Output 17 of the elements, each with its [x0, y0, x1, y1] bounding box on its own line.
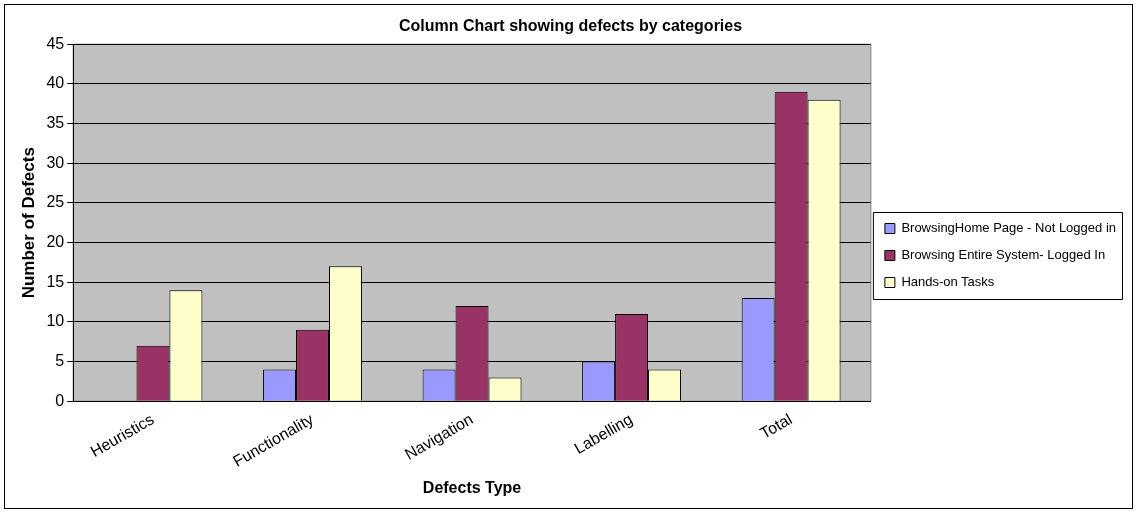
y-tick-label: 15: [46, 272, 65, 290]
legend-label: BrowsingHome Page - Not Logged in: [901, 220, 1116, 236]
y-tick-label: 5: [55, 351, 65, 369]
y-tick-label: 45: [46, 34, 65, 52]
y-tick-label: 25: [46, 193, 65, 211]
x-axis-title: Defects Type: [422, 478, 522, 496]
y-tick-label: 0: [55, 391, 65, 409]
chart-title: Column Chart showing defects by categories: [398, 17, 743, 35]
y-tick-label: 35: [46, 113, 65, 131]
y-axis-title: Number of Defects: [18, 147, 38, 299]
y-tick-label: 40: [46, 74, 65, 92]
y-tick-label: 20: [46, 232, 65, 250]
x-tick-label: Total: [757, 410, 795, 442]
y-tick-label: 30: [46, 153, 65, 171]
legend-label: Hands-on Tasks: [901, 274, 995, 290]
legend-label: Browsing Entire System- Logged In: [901, 247, 1106, 263]
y-tick-label: 10: [46, 312, 65, 330]
